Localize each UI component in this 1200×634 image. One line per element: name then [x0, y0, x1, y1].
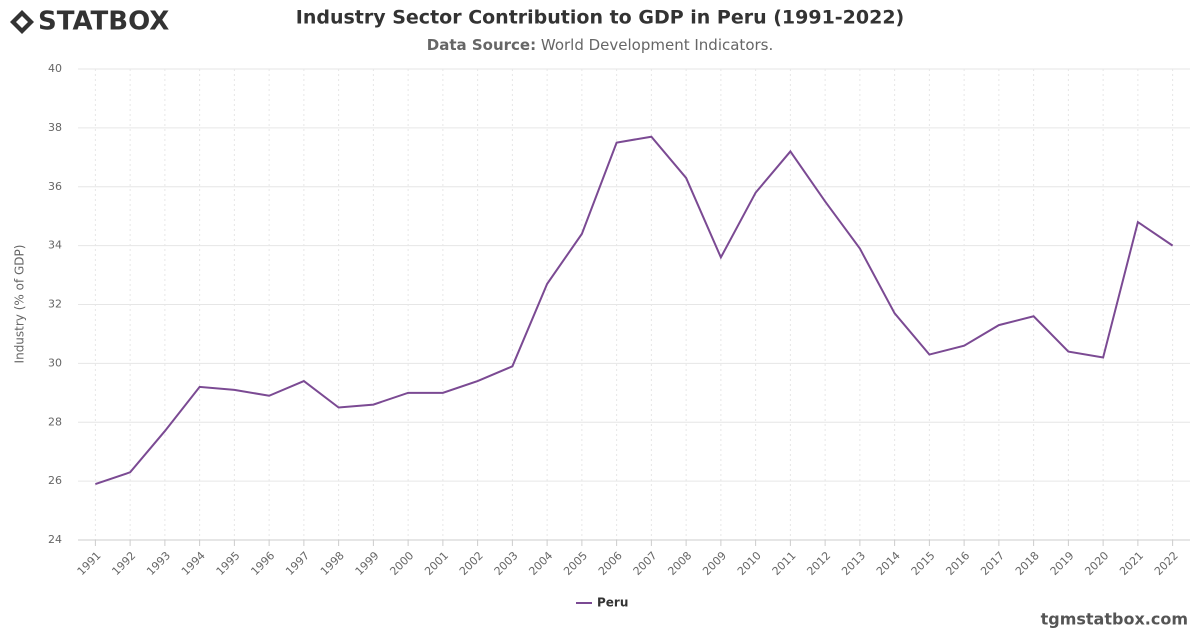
x-tick-label: 2013 — [839, 549, 868, 578]
x-tick-label: 2006 — [596, 549, 625, 578]
x-tick-label: 2005 — [561, 549, 590, 578]
logo-text: STATBOX — [38, 7, 169, 37]
subtitle-text: World Development Indicators. — [541, 36, 773, 54]
x-tick-label: 2022 — [1152, 549, 1181, 578]
x-tick-label: 2017 — [978, 549, 1007, 578]
x-tick-label: 2020 — [1082, 549, 1111, 578]
x-tick-label: 1997 — [283, 549, 312, 578]
y-tick-label: 38 — [48, 121, 62, 134]
x-tick-label: 1999 — [353, 549, 382, 578]
subtitle-label: Data Source: — [427, 36, 536, 54]
x-tick-label: 2011 — [770, 549, 799, 578]
x-tick-label: 2001 — [422, 549, 451, 578]
x-tick-label: 2021 — [1117, 549, 1146, 578]
x-tick-label: 2002 — [457, 549, 486, 578]
y-tick-label: 40 — [48, 62, 62, 75]
x-tick-label: 1992 — [109, 549, 138, 578]
x-tick-label: 2010 — [735, 549, 764, 578]
x-tick-label: 2000 — [387, 549, 416, 578]
y-axis-label: Industry (% of GDP) — [13, 245, 27, 364]
x-tick-label: 1993 — [144, 549, 173, 578]
chart-title: Industry Sector Contribution to GDP in P… — [296, 7, 905, 29]
y-tick-label: 28 — [48, 415, 62, 428]
legend: Peru — [576, 596, 628, 610]
x-tick-label: 2003 — [492, 549, 521, 578]
x-tick-label: 2015 — [909, 549, 938, 578]
y-tick-label: 36 — [48, 180, 62, 193]
y-tick-label: 24 — [48, 533, 62, 546]
watermark: tgmstatbox.com — [1041, 610, 1188, 629]
y-tick-label: 30 — [48, 356, 62, 369]
x-tick-label: 2007 — [631, 549, 660, 578]
x-tick-label: 2009 — [700, 549, 729, 578]
x-tick-label: 2008 — [665, 549, 694, 578]
x-tick-label: 2012 — [804, 549, 833, 578]
x-tick-label: 1991 — [75, 549, 104, 578]
x-tick-label: 2014 — [874, 549, 903, 578]
y-tick-label: 26 — [48, 474, 62, 487]
x-tick-label: 1994 — [179, 549, 208, 578]
legend-label: Peru — [597, 596, 628, 610]
x-tick-label: 2018 — [1013, 549, 1042, 578]
x-tick-label: 2016 — [943, 549, 972, 578]
logo-icon — [10, 10, 34, 34]
x-tick-label: 2004 — [526, 549, 555, 578]
x-tick-label: 1998 — [318, 549, 347, 578]
x-tick-label: 1996 — [248, 549, 277, 578]
x-tick-label: 2019 — [1048, 549, 1077, 578]
y-tick-label: 34 — [48, 239, 62, 252]
logo: STATBOX — [10, 7, 169, 37]
x-tick-label: 1995 — [214, 549, 243, 578]
chart-subtitle: Data Source: World Development Indicator… — [427, 36, 774, 54]
y-tick-label: 32 — [48, 298, 62, 311]
series-line — [95, 135, 1174, 486]
